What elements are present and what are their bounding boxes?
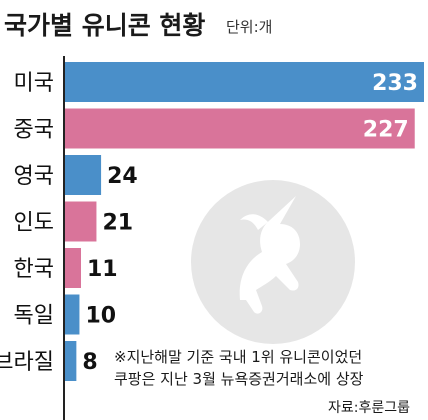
value-label-3: 21 bbox=[102, 211, 133, 236]
category-label-2: 영국 bbox=[14, 164, 54, 189]
bar-2 bbox=[64, 155, 102, 195]
note-line-2: 쿠팡은 지난 3월 뉴욕증권거래소에 상장 bbox=[114, 370, 364, 388]
value-label-6: 8 bbox=[82, 350, 97, 375]
note-line-1: ※지난해말 기준 국내 1위 유니콘이었던 bbox=[114, 348, 362, 366]
bar-4 bbox=[64, 248, 81, 288]
chart-title: 국가별 유니콘 현황 bbox=[4, 11, 205, 40]
bar-1 bbox=[64, 108, 415, 149]
category-label-6: 브라질 bbox=[0, 350, 54, 375]
category-label-4: 한국 bbox=[14, 257, 54, 282]
bars-group: 미국 233 중국 227 영국 24 인도 21 한국 11 독일 10 브라질 8 bbox=[0, 62, 424, 381]
unit-label: 단위:개 bbox=[226, 18, 272, 36]
category-label-1: 중국 bbox=[14, 118, 54, 143]
value-label-5: 10 bbox=[85, 304, 116, 329]
value-label-0: 233 bbox=[372, 71, 418, 96]
category-label-5: 독일 bbox=[14, 304, 54, 329]
category-label-0: 미국 bbox=[14, 71, 54, 96]
source-label: 자료:후룬그룹 bbox=[328, 400, 410, 416]
bar-6 bbox=[64, 341, 77, 381]
bar-3 bbox=[64, 201, 97, 242]
value-label-4: 11 bbox=[87, 257, 118, 282]
unicorn-icon bbox=[191, 180, 355, 344]
value-label-1: 227 bbox=[363, 118, 409, 143]
value-label-2: 24 bbox=[107, 164, 138, 189]
bar-0 bbox=[64, 62, 424, 102]
bar-5 bbox=[64, 294, 80, 335]
category-label-3: 인도 bbox=[14, 211, 54, 236]
